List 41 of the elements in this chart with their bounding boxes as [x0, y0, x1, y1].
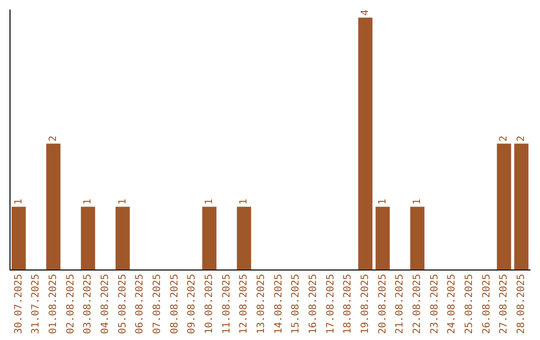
- data-label: 1: [13, 198, 24, 205]
- x-tick-label: 24.08.2025: [446, 274, 458, 334]
- x-tick-label: 06.08.2025: [134, 274, 146, 334]
- x-tick-label: 28.08.2025: [516, 274, 527, 334]
- x-tick-label: 08.08.2025: [169, 274, 180, 334]
- x-tick-label: 09.08.2025: [186, 274, 198, 334]
- x-tick-label: 01.08.2025: [48, 274, 59, 334]
- x-tick-label: 31.07.2025: [30, 274, 42, 334]
- data-label: 2: [516, 136, 527, 142]
- x-tick-label: 05.08.2025: [117, 274, 128, 334]
- x-tick-label: 20.08.2025: [377, 274, 388, 334]
- data-label: 2: [48, 136, 59, 142]
- x-tick-label: 10.08.2025: [204, 274, 215, 334]
- data-label: 1: [117, 198, 128, 205]
- x-tick-label: 19.08.2025: [360, 274, 371, 334]
- x-tick-label: 16.08.2025: [308, 274, 319, 334]
- x-tick-label: 21.08.2025: [394, 274, 406, 334]
- data-label: 1: [204, 198, 215, 205]
- data-label: 1: [238, 198, 250, 205]
- data-label: 4: [360, 10, 371, 16]
- x-tick-label: 18.08.2025: [342, 274, 354, 334]
- x-tick-label: 14.08.2025: [273, 274, 284, 334]
- x-tick-label: 17.08.2025: [325, 274, 336, 334]
- x-tick-label: 11.08.2025: [221, 274, 232, 334]
- data-label: 1: [412, 198, 423, 205]
- data-label: 1: [377, 198, 388, 205]
- data-label: 1: [82, 198, 94, 205]
- x-tick-label: 23.08.2025: [429, 274, 440, 334]
- x-tick-label: 26.08.2025: [481, 274, 492, 334]
- x-tick-label: 04.08.2025: [100, 274, 111, 334]
- x-tick-label: 30.07.2025: [13, 274, 24, 334]
- x-tick-label: 07.08.2025: [152, 274, 163, 334]
- x-tick-label: 25.08.2025: [464, 274, 475, 334]
- data-label: 2: [498, 136, 510, 142]
- x-tick-label: 13.08.2025: [256, 274, 267, 334]
- x-tick-label: 27.08.2025: [498, 274, 510, 334]
- x-tick-label: 02.08.2025: [65, 274, 76, 334]
- x-tick-label: 22.08.2025: [412, 274, 423, 334]
- x-tick-label: 03.08.2025: [82, 274, 94, 334]
- x-tick-label: 12.08.2025: [238, 274, 250, 334]
- x-tick-label: 15.08.2025: [290, 274, 302, 334]
